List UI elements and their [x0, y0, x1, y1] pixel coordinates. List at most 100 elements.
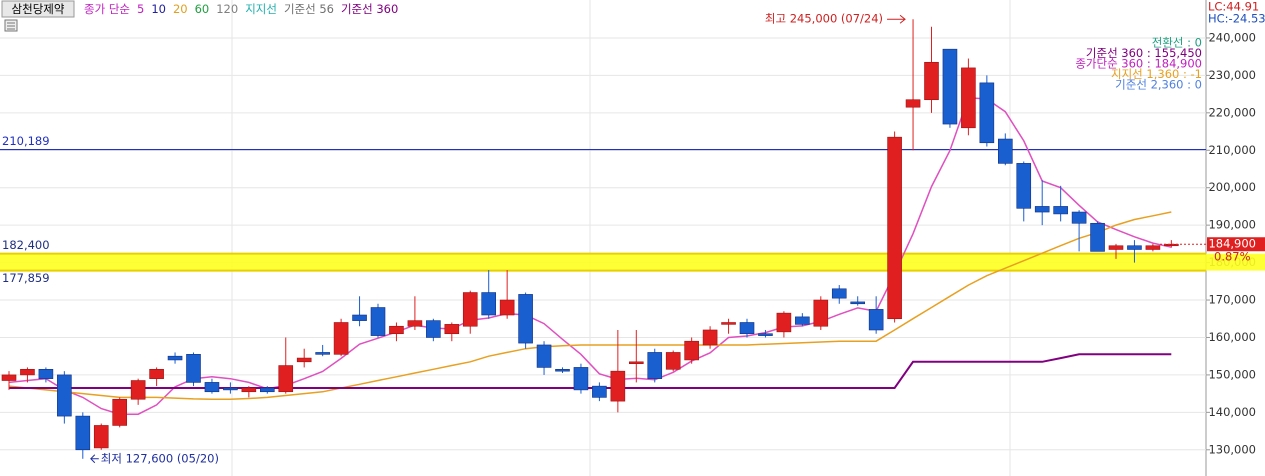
overlay-label: 지지선 1,360 : -1 — [1111, 67, 1202, 81]
candle-body — [130, 380, 146, 400]
legend-entry: 120 — [216, 2, 238, 16]
chart-title[interactable]: 삼천당제약 — [12, 2, 65, 16]
overlay-label: 기준선 2,360 : 0 — [1115, 78, 1202, 92]
candle-body — [426, 320, 441, 338]
legend-entry: 20 — [173, 2, 188, 16]
candle-body — [1090, 222, 1105, 252]
candle-body — [924, 61, 939, 101]
candle-body — [536, 344, 552, 368]
candle-body — [555, 368, 570, 372]
candle-body — [887, 136, 902, 320]
candle-body — [481, 292, 497, 316]
y-tick-label: 210,000 — [1208, 143, 1256, 157]
y-tick-label: 190,000 — [1208, 218, 1256, 232]
candle-body — [444, 324, 460, 335]
annotation: 최고 245,000 (07/24) — [765, 12, 883, 26]
legend-entry: 기준선 360 — [341, 2, 398, 16]
candle-body — [942, 48, 958, 125]
candle-body — [1164, 243, 1179, 247]
candle-body — [462, 292, 478, 327]
candle-body — [905, 99, 921, 108]
candle-body — [296, 357, 312, 363]
level-label: 177,859 — [2, 271, 50, 285]
candle-body — [315, 352, 330, 355]
y-tick-label: 170,000 — [1208, 293, 1256, 307]
ma-line — [8, 211, 1172, 400]
ma-line — [8, 97, 1172, 415]
last-price-box — [1207, 237, 1265, 252]
legend-entry: 기준선 56 — [284, 2, 334, 16]
candle-body — [610, 370, 626, 402]
overlay-label: 기준선 360 : 155,450 — [1086, 46, 1202, 60]
y-tick-label: 240,000 — [1208, 30, 1256, 44]
candle-body — [868, 309, 884, 331]
candle-body — [1071, 211, 1087, 224]
candle-body — [665, 352, 681, 370]
candle-body — [997, 138, 1013, 164]
candle-body — [1127, 245, 1142, 250]
candle-body — [628, 361, 644, 364]
legend-entry: 5 — [137, 2, 144, 16]
candle-body — [149, 368, 164, 379]
level-label: 182,400 — [2, 238, 50, 252]
candle-body — [75, 415, 91, 451]
y-tick-label: 200,000 — [1208, 180, 1256, 194]
candle-body — [352, 314, 367, 321]
candle-body — [702, 329, 718, 346]
title-box[interactable] — [1, 0, 75, 18]
candle-body — [1108, 245, 1124, 250]
candle-body — [813, 299, 829, 327]
candle-body — [204, 382, 220, 393]
corner-label: HC:-24.53 — [1208, 12, 1265, 26]
y-tick-label: 220,000 — [1208, 105, 1256, 119]
candle-body — [407, 320, 423, 327]
candle-body — [259, 387, 275, 393]
annotation-arrow — [90, 454, 99, 464]
legend-entry: 10 — [151, 2, 166, 16]
annotation: 최저 127,600 (05/20) — [101, 451, 219, 465]
corner-label: LC:44.91 — [1208, 0, 1259, 14]
candle-body — [518, 294, 533, 344]
change-label: 0.87% — [1214, 250, 1251, 264]
candle-body — [93, 425, 109, 449]
candle-body — [592, 385, 607, 398]
candle-body — [721, 322, 736, 325]
candle-body — [186, 354, 201, 383]
settings-icon-lines — [7, 22, 15, 30]
overlay-label: 전환선 : 0 — [1152, 36, 1202, 50]
candle-body — [850, 301, 866, 305]
last-price-label: 184,900 — [1208, 237, 1256, 251]
candle-body — [684, 340, 699, 361]
annotation-arrow — [887, 14, 906, 24]
candle-body — [739, 322, 755, 335]
candle-body — [112, 398, 127, 426]
candle-body — [1, 374, 17, 381]
candle-body — [1016, 163, 1032, 209]
candle-body — [241, 387, 257, 393]
y-tick-label: 130,000 — [1208, 442, 1256, 456]
candle-body — [389, 325, 404, 335]
candle-body — [831, 288, 847, 299]
candle-body — [1145, 245, 1161, 250]
candle-body — [20, 368, 35, 376]
candle-body — [223, 387, 238, 391]
candle-body — [370, 307, 386, 336]
legend-entry: 종가 단순 — [84, 2, 130, 16]
candle-body — [573, 367, 589, 391]
y-tick-label: 140,000 — [1208, 405, 1256, 419]
candle-body — [38, 368, 54, 379]
legend-entry: 60 — [195, 2, 210, 16]
y-tick-label: 230,000 — [1208, 68, 1256, 82]
level-band — [0, 253, 1265, 271]
candle-body — [499, 299, 515, 316]
y-tick-label: 150,000 — [1208, 367, 1256, 381]
candle-body — [979, 82, 995, 144]
candle-body — [167, 355, 183, 361]
candle-body — [758, 333, 773, 336]
candle-body — [961, 67, 976, 129]
candle-body — [1034, 206, 1050, 213]
candle-body — [776, 312, 792, 333]
candle-body — [647, 352, 663, 379]
